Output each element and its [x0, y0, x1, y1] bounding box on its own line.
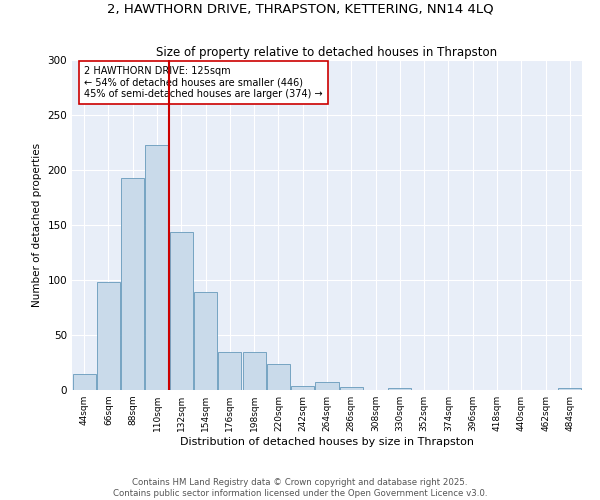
Y-axis label: Number of detached properties: Number of detached properties: [32, 143, 42, 307]
Bar: [170, 232, 193, 390]
Bar: [340, 386, 363, 390]
Title: Size of property relative to detached houses in Thrapston: Size of property relative to detached ho…: [157, 46, 497, 59]
Bar: [73, 374, 95, 390]
Bar: [291, 386, 314, 390]
Bar: [388, 388, 412, 390]
Bar: [145, 144, 169, 390]
Bar: [242, 352, 266, 390]
Bar: [316, 382, 338, 390]
Text: 2, HAWTHORN DRIVE, THRAPSTON, KETTERING, NN14 4LQ: 2, HAWTHORN DRIVE, THRAPSTON, KETTERING,…: [107, 2, 493, 16]
Bar: [267, 364, 290, 390]
Bar: [121, 178, 144, 390]
Bar: [97, 282, 120, 390]
Text: Contains HM Land Registry data © Crown copyright and database right 2025.
Contai: Contains HM Land Registry data © Crown c…: [113, 478, 487, 498]
Bar: [194, 292, 217, 390]
Text: 2 HAWTHORN DRIVE: 125sqm
← 54% of detached houses are smaller (446)
45% of semi-: 2 HAWTHORN DRIVE: 125sqm ← 54% of detach…: [84, 66, 323, 98]
X-axis label: Distribution of detached houses by size in Thrapston: Distribution of detached houses by size …: [180, 437, 474, 447]
Bar: [559, 388, 581, 390]
Bar: [218, 352, 241, 390]
